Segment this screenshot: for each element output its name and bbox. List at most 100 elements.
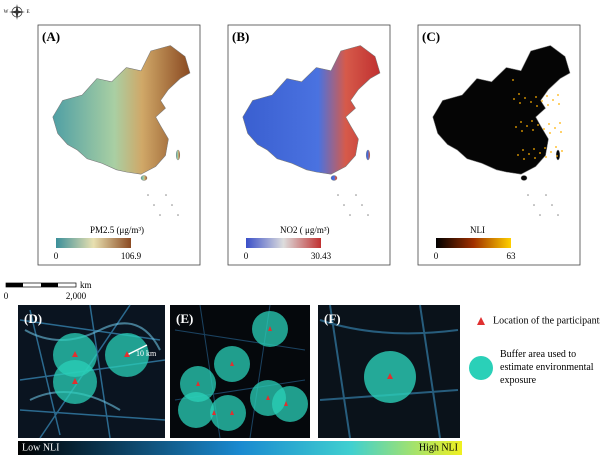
light bbox=[545, 156, 547, 158]
light bbox=[555, 146, 557, 148]
colorbar bbox=[246, 238, 321, 248]
inset-e: (E) bbox=[170, 304, 310, 439]
island bbox=[557, 214, 559, 216]
inset-f: (F) bbox=[318, 304, 460, 439]
light bbox=[533, 148, 535, 150]
light bbox=[552, 99, 554, 101]
light bbox=[534, 157, 536, 159]
colorbar-max: 106.9 bbox=[121, 251, 142, 261]
light bbox=[528, 153, 530, 155]
light bbox=[544, 147, 546, 149]
nli-bar: Low NLI High NLI bbox=[18, 441, 462, 455]
inset-d: 10 km (D) bbox=[18, 304, 166, 439]
light bbox=[515, 126, 517, 128]
light bbox=[537, 124, 539, 126]
map-panel: (C) NLI 0 63 bbox=[417, 24, 581, 266]
island bbox=[367, 214, 369, 216]
light bbox=[546, 95, 548, 97]
island bbox=[140, 175, 148, 181]
island bbox=[349, 214, 351, 216]
compass: W E bbox=[4, 4, 30, 20]
light bbox=[543, 128, 545, 130]
light bbox=[532, 129, 534, 131]
island bbox=[545, 194, 547, 196]
colorbar-title: NO2 ( μg/m³) bbox=[280, 225, 330, 235]
colorbar-min: 0 bbox=[54, 251, 59, 261]
light bbox=[559, 122, 561, 124]
scale-tick: 2,000 bbox=[66, 291, 87, 301]
colorbar-title: NLI bbox=[470, 225, 485, 235]
colorbar-max: 30.43 bbox=[311, 251, 332, 261]
colorbar-title: PM2.5 (μg/m³) bbox=[90, 225, 144, 235]
light bbox=[547, 104, 549, 106]
legend-location: Location of the participants' address bbox=[493, 315, 600, 326]
buffer-radius: 10 km bbox=[136, 349, 157, 358]
light bbox=[522, 149, 524, 151]
panel-label: (C) bbox=[422, 29, 440, 44]
island bbox=[330, 175, 338, 181]
light bbox=[526, 125, 528, 127]
compass-east: E bbox=[26, 10, 29, 15]
panel-label: (B) bbox=[232, 29, 249, 44]
compass-west: W bbox=[4, 10, 9, 15]
nli-low: Low NLI bbox=[22, 442, 60, 453]
light bbox=[535, 96, 537, 98]
panel-label: (A) bbox=[42, 29, 60, 44]
inset-label: (E) bbox=[176, 311, 193, 326]
light bbox=[530, 101, 532, 103]
island bbox=[159, 214, 161, 216]
colorbar-min: 0 bbox=[244, 251, 249, 261]
nli-high: High NLI bbox=[419, 442, 458, 453]
legend: Location of the participants' address Bu… bbox=[469, 315, 600, 386]
light bbox=[539, 152, 541, 154]
island bbox=[551, 204, 553, 206]
island bbox=[556, 149, 561, 161]
island bbox=[539, 214, 541, 216]
island bbox=[337, 194, 339, 196]
colorbar-min: 0 bbox=[434, 251, 439, 261]
colorbar bbox=[56, 238, 131, 248]
legend-triangle bbox=[477, 317, 485, 325]
light bbox=[512, 79, 514, 81]
island bbox=[165, 194, 167, 196]
light bbox=[550, 151, 552, 153]
inset-label: (F) bbox=[324, 311, 341, 326]
island bbox=[175, 149, 180, 161]
island bbox=[527, 194, 529, 196]
map-panel: (A) PM2.5 (μg/m³) 0 106.9 bbox=[37, 24, 201, 266]
island bbox=[177, 214, 179, 216]
light bbox=[561, 150, 563, 152]
island bbox=[153, 204, 155, 206]
light bbox=[523, 158, 525, 160]
top-panels: (A) PM2.5 (μg/m³) 0 106.9 (B) NO2 ( μg/m³) 0 30… bbox=[37, 24, 581, 266]
island bbox=[171, 204, 173, 206]
light bbox=[536, 105, 538, 107]
scale-unit: km bbox=[80, 280, 92, 290]
light bbox=[557, 94, 559, 96]
light bbox=[517, 154, 519, 156]
light bbox=[549, 132, 551, 134]
colorbar bbox=[436, 238, 511, 248]
light bbox=[560, 131, 562, 133]
light bbox=[521, 130, 523, 132]
island bbox=[533, 204, 535, 206]
island bbox=[343, 204, 345, 206]
island bbox=[366, 149, 371, 161]
light bbox=[513, 98, 515, 100]
light bbox=[548, 123, 550, 125]
light bbox=[518, 93, 520, 95]
light bbox=[531, 120, 533, 122]
colorbar-max: 63 bbox=[507, 251, 517, 261]
legend-buffer: Buffer area used to estimate environmenta… bbox=[500, 349, 594, 386]
scale-tick: 0 bbox=[4, 291, 9, 301]
island bbox=[361, 204, 363, 206]
light bbox=[556, 155, 558, 157]
map-panel: (B) NO2 ( μg/m³) 0 30.43 bbox=[227, 24, 391, 266]
light bbox=[520, 121, 522, 123]
legend-circle bbox=[469, 356, 493, 380]
light bbox=[554, 127, 556, 129]
light bbox=[524, 97, 526, 99]
island bbox=[355, 194, 357, 196]
light bbox=[541, 100, 543, 102]
